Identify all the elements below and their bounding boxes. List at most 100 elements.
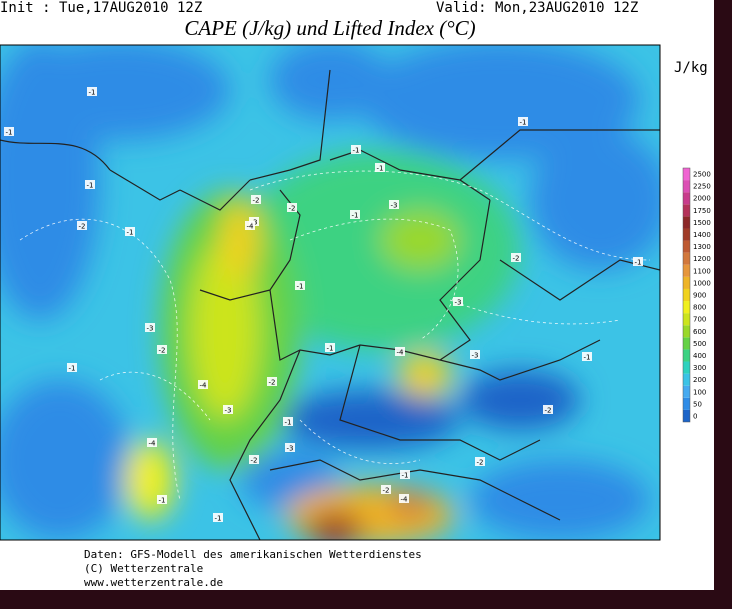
colorbar-segment — [683, 204, 690, 217]
colorbar-segment — [683, 397, 690, 410]
colorbar-segment — [683, 192, 690, 205]
contour-label-box — [223, 405, 233, 414]
colorbar: 0 50 100 200 300 400 500 600 700 800 900 1000 1100 12… — [682, 167, 711, 423]
contour-label: -4 — [149, 440, 157, 448]
footer-line: Daten: GFS-Modell des amerikanischen Wet… — [84, 548, 422, 561]
init-time: Init : Tue,17AUG2010 12Z — [0, 0, 202, 16]
colorbar-segment — [683, 180, 690, 193]
contour-label: -1 — [377, 165, 384, 173]
colorbar-label: 1000 — [693, 279, 711, 287]
contour-label-box — [399, 494, 409, 503]
colorbar-segment — [683, 325, 690, 338]
colorbar-label: 2000 — [693, 195, 711, 203]
colorbar-label: 500 — [693, 340, 706, 348]
contour-label-box — [77, 221, 87, 230]
contour-label-box — [157, 345, 167, 354]
legend-unit: J/kg — [674, 60, 708, 76]
contour-label: -1 — [327, 345, 334, 353]
contour-label-box — [295, 281, 305, 290]
contour-label: -1 — [89, 89, 96, 97]
colorbar-segment — [683, 361, 690, 374]
contour-label: -3 — [287, 445, 294, 453]
contour-label: -1 — [297, 283, 304, 291]
colorbar-label: 1400 — [693, 231, 711, 239]
contour-label: -4 — [397, 349, 405, 357]
footer-line: (C) Wetterzentrale — [84, 562, 203, 575]
map-border — [0, 44, 661, 541]
contour-label: -4 — [200, 382, 208, 390]
colorbar-label: 400 — [693, 352, 706, 360]
map-title: CAPE (J/kg) und Lifted Index (°C) — [184, 16, 475, 40]
contour-label-box — [285, 443, 295, 452]
contour-label: -1 — [285, 419, 292, 427]
contour-label: -1 — [352, 212, 359, 220]
colorbar-label: 800 — [693, 304, 706, 312]
contour-label-box — [283, 417, 293, 426]
contour-label-box — [475, 457, 485, 466]
contour-label-box — [287, 203, 297, 212]
contour-label-box — [245, 221, 255, 230]
colorbar-label: 1200 — [693, 255, 711, 263]
colorbar-segment — [683, 216, 690, 229]
contour-label: -3 — [147, 325, 154, 333]
contour-label-box — [87, 87, 97, 96]
contour-label: -1 — [353, 147, 360, 155]
contour-label-box — [400, 470, 410, 479]
contour-label: -3 — [472, 352, 479, 360]
contour-label-box — [67, 363, 77, 372]
contour-label: -1 — [69, 365, 76, 373]
contour-label: -1 — [159, 497, 166, 505]
contour-label-box — [249, 455, 259, 464]
colorbar-label: 100 — [693, 388, 706, 396]
colorbar-label: 1500 — [693, 219, 711, 227]
footer-line: www.wetterzentrale.de — [84, 576, 223, 589]
contour-label-box — [633, 257, 643, 266]
contour-label-box — [198, 380, 208, 389]
contour-label-box — [453, 297, 463, 306]
contour-label-box — [147, 438, 157, 447]
contour-label-box — [582, 352, 592, 361]
colorbar-label: 900 — [693, 292, 706, 300]
contour-label: -2 — [477, 459, 484, 467]
colorbar-segment — [683, 240, 690, 253]
colorbar-label: 300 — [693, 364, 706, 372]
contour-label: -4 — [247, 223, 255, 231]
colorbar-segment — [683, 337, 690, 350]
colorbar-segment — [683, 313, 690, 326]
contour-label: -2 — [79, 223, 86, 231]
contour-label-box — [145, 323, 155, 332]
colorbar-label: 2500 — [693, 171, 711, 179]
colorbar-segment — [683, 276, 690, 289]
contour-label-box — [85, 180, 95, 189]
contour-label: -2 — [289, 205, 296, 213]
contour-label: -1 — [215, 515, 222, 523]
frame-right — [714, 0, 732, 609]
contour-label-box — [511, 253, 521, 262]
colorbar-segment — [683, 373, 690, 386]
colorbar-label: 2250 — [693, 183, 711, 191]
contour-label-box — [395, 347, 405, 356]
contour-label: -1 — [127, 229, 134, 237]
colorbar-label: 50 — [693, 400, 702, 408]
contour-label: -2 — [253, 197, 260, 205]
contour-label: -1 — [402, 472, 409, 480]
colorbar-label: 0 — [693, 412, 697, 420]
contour-label: -3 — [455, 299, 462, 307]
contour-label-box — [375, 163, 385, 172]
contour-label-box — [351, 145, 361, 154]
contour-label-box — [350, 210, 360, 219]
contour-label: -1 — [520, 119, 527, 127]
colorbar-segment — [683, 385, 690, 398]
contour-labels: -1 -1 -1 -1 -2 -1 -1 -3 -2 -1 -2 -3 -1 -4 -3 -2 -1 -3 -2 -4… — [4, 87, 643, 523]
colorbar-label: 1300 — [693, 243, 711, 251]
contour-label: -3 — [225, 407, 232, 415]
contour-label: -4 — [401, 496, 409, 504]
contour-label: -2 — [545, 407, 552, 415]
colorbar-label: 600 — [693, 328, 706, 336]
contour-label: -1 — [635, 259, 642, 267]
contour-label-box — [470, 350, 480, 359]
contour-label-box — [518, 117, 528, 126]
colorbar-label: 1100 — [693, 267, 711, 275]
contour-label-box — [325, 343, 335, 352]
